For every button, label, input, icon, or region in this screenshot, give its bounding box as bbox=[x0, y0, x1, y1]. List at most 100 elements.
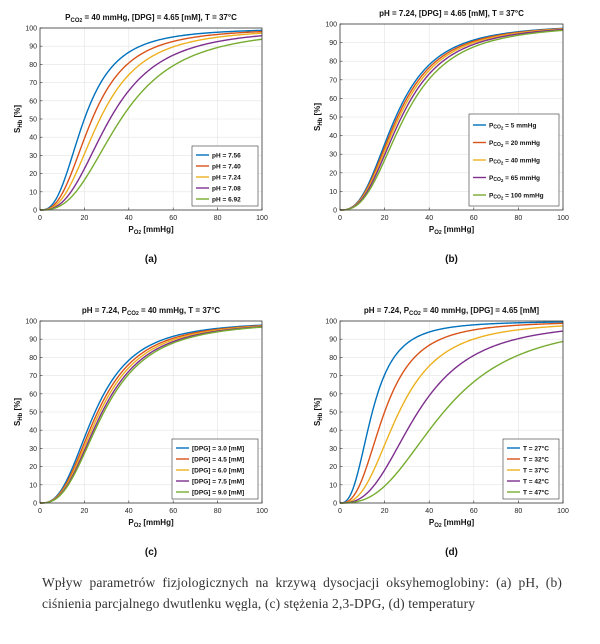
y-tick-label: 0 bbox=[333, 501, 337, 508]
x-tick-label: 60 bbox=[470, 508, 478, 515]
y-tick-label: 10 bbox=[29, 482, 37, 489]
y-tick-label: 30 bbox=[29, 153, 37, 160]
y-tick-label: 40 bbox=[29, 135, 37, 142]
legend: PCO2 = 5 mmHg PCO2 = 20 mmHg PCO2 = 40 mmH… bbox=[468, 113, 560, 207]
x-tick-label: 100 bbox=[557, 508, 569, 515]
y-tick-label: 60 bbox=[29, 391, 37, 398]
x-tick-label: 100 bbox=[256, 215, 268, 222]
y-tick-label: 80 bbox=[29, 355, 37, 362]
x-axis-label: PO2 [mmHg] bbox=[429, 225, 475, 236]
legend-label: pH = 6.92 bbox=[212, 196, 241, 203]
panel-label: (b) bbox=[445, 254, 458, 265]
legend-label: T = 37°C bbox=[523, 466, 549, 474]
y-tick-label: 60 bbox=[329, 96, 337, 103]
x-tick-label: 60 bbox=[470, 215, 478, 222]
legend-label: PCO2 = 5 mmHg bbox=[489, 122, 536, 130]
y-tick-label: 90 bbox=[329, 337, 337, 344]
x-tick-label: 80 bbox=[214, 508, 222, 515]
x-tick-label: 0 bbox=[38, 508, 42, 515]
y-tick-label: 0 bbox=[33, 501, 37, 508]
y-tick-label: 100 bbox=[25, 319, 37, 326]
y-tick-label: 80 bbox=[329, 59, 337, 66]
panel-label: (c) bbox=[145, 547, 157, 558]
y-tick-label: 50 bbox=[29, 410, 37, 417]
chart-title: pH = 7.24, PCO2 = 40 mmHg, T = 37°C bbox=[82, 306, 221, 317]
chart-d: 0 20 40 60 80 100 0 10 20 30 40 50 60 70 80 90 100 pH = 7… bbox=[313, 306, 569, 558]
series-line bbox=[339, 322, 564, 504]
y-tick-label: 70 bbox=[329, 77, 337, 84]
x-tick-label: 0 bbox=[38, 215, 42, 222]
series-line bbox=[40, 30, 263, 211]
x-tick-label: 60 bbox=[169, 508, 177, 515]
x-tick-label: 20 bbox=[381, 215, 389, 222]
x-tick-label: 20 bbox=[381, 508, 389, 515]
x-tick-label: 100 bbox=[557, 215, 569, 222]
y-tick-label: 10 bbox=[329, 189, 337, 196]
y-tick-label: 30 bbox=[29, 446, 37, 453]
x-axis-label: PO2 [mmHg] bbox=[128, 225, 174, 236]
y-tick-label: 90 bbox=[29, 337, 37, 344]
x-tick-label: 40 bbox=[125, 508, 133, 515]
series-line bbox=[340, 28, 564, 211]
series-line bbox=[40, 35, 263, 211]
x-tick-label: 20 bbox=[81, 508, 89, 515]
y-tick-label: 70 bbox=[29, 373, 37, 380]
legend-label: PCO2 = 65 mmHg bbox=[489, 175, 540, 183]
y-tick-label: 30 bbox=[329, 446, 337, 453]
legend: T = 27°C T = 32°C T = 37°C T = 42°C T = 47°C bbox=[502, 438, 560, 500]
x-tick-label: 40 bbox=[425, 508, 433, 515]
legend-label: [DPG] = 7.5 [mM] bbox=[192, 478, 244, 485]
y-tick-label: 20 bbox=[329, 170, 337, 177]
x-axis-label: PO2 [mmHg] bbox=[128, 518, 174, 529]
series-line bbox=[40, 325, 263, 504]
series-line bbox=[40, 326, 263, 504]
y-tick-label: 80 bbox=[329, 355, 337, 362]
y-axis-label: SHb [%] bbox=[13, 105, 24, 133]
y-tick-label: 80 bbox=[29, 62, 37, 69]
legend-label: T = 42°C bbox=[523, 477, 549, 485]
y-tick-label: 20 bbox=[329, 464, 337, 471]
series-line bbox=[40, 324, 263, 504]
panel-label: (a) bbox=[145, 254, 157, 265]
series-line bbox=[340, 340, 564, 504]
y-tick-label: 50 bbox=[329, 115, 337, 122]
series-line bbox=[340, 29, 564, 211]
chart-b: 0 20 40 60 80 100 0 10 20 30 40 50 60 70 80 90 100 pH = 7… bbox=[313, 9, 569, 265]
y-axis-label: SHb [%] bbox=[13, 398, 24, 426]
x-tick-label: 80 bbox=[214, 215, 222, 222]
series-line bbox=[340, 28, 564, 211]
y-tick-label: 40 bbox=[329, 133, 337, 140]
x-tick-label: 60 bbox=[169, 215, 177, 222]
legend-label: [DPG] = 3.0 [mM] bbox=[192, 445, 244, 452]
x-tick-label: 0 bbox=[338, 215, 342, 222]
y-tick-label: 0 bbox=[333, 208, 337, 215]
x-tick-label: 40 bbox=[425, 215, 433, 222]
legend-label: [DPG] = 6.0 [mM] bbox=[192, 467, 244, 474]
legend-label: PCO2 = 100 mmHg bbox=[489, 192, 544, 200]
legend-label: PCO2 = 20 mmHg bbox=[489, 140, 540, 148]
x-tick-label: 80 bbox=[515, 508, 523, 515]
legend-label: T = 27°C bbox=[523, 444, 549, 452]
y-tick-label: 60 bbox=[329, 391, 337, 398]
y-tick-label: 70 bbox=[29, 80, 37, 87]
y-tick-label: 90 bbox=[29, 44, 37, 51]
y-tick-label: 50 bbox=[29, 117, 37, 124]
legend-label: [DPG] = 4.5 [mM] bbox=[192, 456, 244, 463]
y-tick-label: 100 bbox=[325, 319, 337, 326]
series-line bbox=[40, 32, 263, 211]
y-tick-label: 10 bbox=[29, 189, 37, 196]
series-line bbox=[40, 38, 263, 211]
legend-label: [DPG] = 9.0 [mM] bbox=[192, 489, 244, 496]
legend-label: T = 47°C bbox=[523, 488, 549, 496]
y-tick-label: 40 bbox=[29, 428, 37, 435]
y-tick-label: 70 bbox=[329, 373, 337, 380]
legend-label: pH = 7.24 bbox=[212, 174, 241, 181]
legend-box bbox=[171, 438, 259, 500]
chart-a: 0 20 40 60 80 100 0 10 20 30 40 50 60 70 80 90 100 PCO2 =… bbox=[13, 13, 268, 265]
chart-title: pH = 7.24, [DPG] = 4.65 [mM], T = 37°C bbox=[379, 9, 524, 18]
legend-label: T = 32°C bbox=[523, 455, 549, 463]
y-tick-label: 20 bbox=[29, 464, 37, 471]
series-line bbox=[40, 324, 263, 504]
legend-box bbox=[502, 438, 560, 500]
